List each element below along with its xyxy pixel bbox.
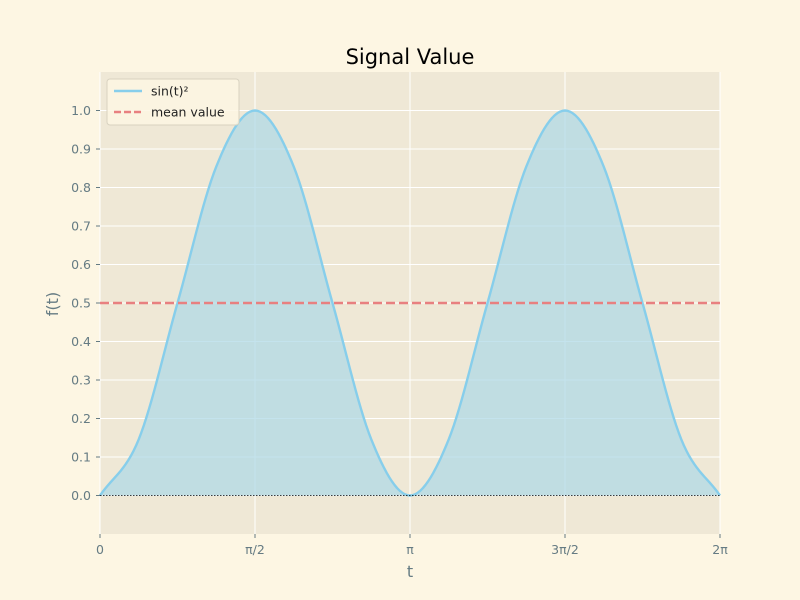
y-tick-label: 0.5 bbox=[71, 296, 91, 311]
y-tick-label: 0.8 bbox=[71, 180, 91, 195]
y-tick-label: 0.2 bbox=[71, 411, 91, 426]
x-axis-label: t bbox=[407, 562, 413, 581]
y-axis-label: f(t) bbox=[43, 292, 62, 316]
y-tick-label: 0.4 bbox=[71, 334, 91, 349]
legend-label-1: mean value bbox=[151, 105, 225, 120]
x-axis: 0 π/2 π 3π/2 2π bbox=[96, 534, 728, 557]
area-fills bbox=[100, 110, 720, 496]
y-tick-label: 0.6 bbox=[71, 257, 91, 272]
series-area-0 bbox=[100, 110, 720, 496]
series-lines bbox=[99, 109, 721, 497]
legend: sin(t)² mean value bbox=[106, 78, 240, 126]
y-tick-label: 0.0 bbox=[71, 488, 91, 503]
legend-label-0: sin(t)² bbox=[151, 84, 189, 99]
x-tick-label: π/2 bbox=[245, 542, 265, 557]
y-tick-label: 0.1 bbox=[71, 450, 91, 465]
y-tick-label: 0.9 bbox=[71, 142, 91, 157]
x-tick-label: π bbox=[406, 542, 414, 557]
y-tick-label: 0.7 bbox=[71, 219, 91, 234]
x-tick-label: 2π bbox=[712, 542, 728, 557]
chart-title: Signal Value bbox=[346, 45, 475, 69]
x-tick-label: 0 bbox=[96, 542, 104, 557]
y-tick-label: 1.0 bbox=[71, 103, 91, 118]
y-axis: 0.0 0.1 0.2 0.3 0.4 0.5 0.6 0.7 0.8 0.9 1.0 bbox=[71, 103, 100, 503]
y-tick-label: 0.3 bbox=[71, 373, 91, 388]
x-tick-label: 3π/2 bbox=[551, 542, 579, 557]
